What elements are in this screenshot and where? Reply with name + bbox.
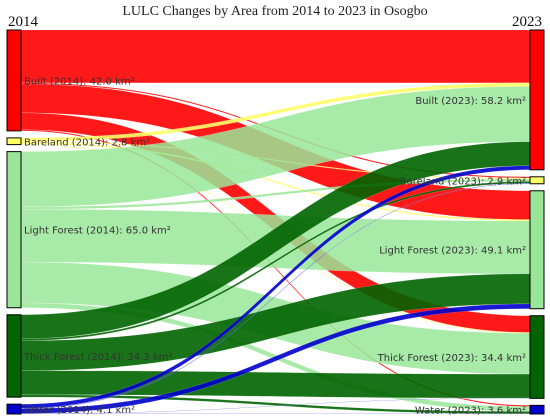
left-label-bareland: Bareland (2014): 2.8 km² bbox=[24, 137, 150, 148]
right-node-built bbox=[529, 29, 545, 171]
nodes bbox=[6, 29, 545, 415]
left-label-thick-forest: Thick Forest (2014): 34.3 km² bbox=[23, 352, 172, 363]
left-year-header: 2014 bbox=[8, 14, 39, 30]
right-year-header: 2023 bbox=[512, 14, 542, 30]
flow-built-to-built bbox=[20, 29, 531, 84]
flow-links bbox=[20, 29, 531, 415]
node-labels: Built (2014): 42.0 km² Bareland (2014): 2… bbox=[23, 76, 526, 416]
right-node-bareland bbox=[529, 176, 545, 185]
flow-thick-forest-to-thick-forest bbox=[20, 370, 531, 399]
right-label-water: Water (2023): 3.6 km² bbox=[415, 406, 526, 417]
right-node-thick-forest bbox=[529, 315, 545, 399]
right-label-bareland: Bareland (2023): 2.9 km² bbox=[400, 176, 526, 187]
chart-title: LULC Changes by Area from 2014 to 2023 i… bbox=[122, 4, 427, 19]
right-label-light-forest: Light Forest (2023): 49.1 km² bbox=[379, 246, 526, 257]
right-node-light-forest bbox=[529, 190, 545, 310]
right-label-thick-forest: Thick Forest (2023): 34.4 km² bbox=[377, 353, 526, 364]
left-node-bareland bbox=[6, 137, 22, 146]
left-node-water bbox=[6, 403, 22, 415]
left-label-built: Built (2014): 42.0 km² bbox=[24, 76, 135, 87]
left-node-light-forest bbox=[6, 151, 22, 309]
left-node-built bbox=[6, 29, 22, 132]
right-label-built: Built (2023): 58.2 km² bbox=[415, 96, 526, 107]
right-node-water bbox=[529, 404, 545, 415]
left-label-light-forest: Light Forest (2014): 65.0 km² bbox=[24, 226, 171, 237]
left-label-water: Water (2014): 4.1 km² bbox=[24, 405, 135, 416]
left-node-thick-forest bbox=[6, 314, 22, 398]
